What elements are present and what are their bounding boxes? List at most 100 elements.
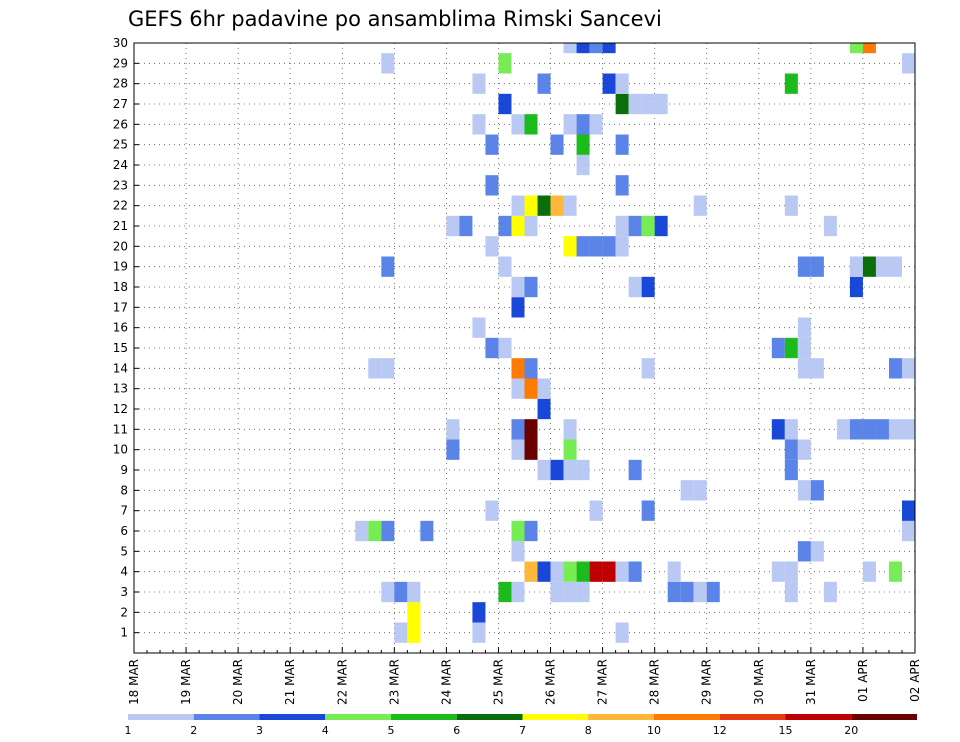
heatmap-cell: [810, 480, 824, 501]
y-tick-label: 14: [113, 361, 128, 375]
heatmap-cell: [615, 175, 629, 196]
colorbar-swatch: [128, 714, 194, 720]
heatmap-cell: [355, 520, 369, 542]
heatmap-cell: [511, 215, 525, 237]
heatmap-cell: [823, 581, 837, 603]
heatmap-cell: [641, 500, 655, 521]
colorbar-label: 2: [190, 724, 197, 737]
colorbar-swatch: [719, 714, 786, 720]
heatmap-cell: [862, 43, 876, 54]
colorbar-label: 10: [647, 724, 661, 737]
y-tick-label: 29: [113, 56, 128, 70]
heatmap-cell: [511, 358, 525, 379]
heatmap-cell: [706, 581, 720, 603]
heatmap-cell: [576, 581, 590, 603]
heatmap-cell: [589, 561, 603, 582]
colorbar-label: 3: [256, 724, 263, 737]
y-tick-label: 10: [113, 443, 128, 457]
heatmap-cell: [446, 439, 460, 460]
heatmap-cell: [394, 622, 408, 643]
heatmap-cell: [485, 337, 499, 359]
heatmap-cell: [784, 419, 798, 440]
x-tick-label: 18 MAR: [127, 659, 141, 705]
x-tick-label: 26 MAR: [544, 659, 558, 705]
heatmap-cell: [771, 419, 785, 440]
heatmap-cell: [485, 236, 499, 257]
heatmap-cell: [667, 561, 681, 582]
y-tick-label: 6: [120, 524, 128, 538]
heatmap-cell: [901, 520, 915, 542]
heatmap-cell: [628, 561, 642, 582]
y-tick-label: 5: [120, 544, 128, 558]
heatmap-cell: [615, 236, 629, 257]
heatmap-cell: [836, 419, 850, 440]
heatmap-cell: [524, 419, 538, 440]
heatmap-cell: [511, 297, 525, 318]
heatmap-cell: [784, 337, 798, 359]
colorbar-swatch: [259, 714, 326, 720]
y-tick-label: 2: [120, 605, 128, 619]
colorbar-label: 6: [453, 724, 460, 737]
y-tick-label: 19: [113, 260, 128, 274]
x-tick-label: 31 MAR: [804, 659, 818, 705]
y-tick-label: 21: [113, 219, 128, 233]
heatmap-cell: [576, 561, 590, 582]
heatmap-cell: [615, 561, 629, 582]
x-tick-label: 22 MAR: [335, 659, 349, 705]
heatmap-cell: [862, 419, 876, 440]
heatmap-cell: [771, 561, 785, 582]
y-tick-label: 30: [113, 36, 128, 50]
heatmap-cell: [511, 378, 525, 399]
colorbar-label: 20: [844, 724, 858, 737]
heatmap-cell: [563, 419, 577, 440]
colorbar-swatch: [391, 714, 457, 720]
heatmap-cell: [485, 175, 499, 196]
colorbar-label: 1: [125, 724, 132, 737]
x-tick-label: 19 MAR: [179, 659, 193, 705]
heatmap-cell: [797, 439, 811, 460]
x-tick-label: 23 MAR: [387, 659, 401, 705]
heatmap-cell: [381, 358, 395, 379]
heatmap-cell: [654, 215, 668, 237]
heatmap-cell: [628, 93, 642, 115]
heatmap-cell: [576, 134, 590, 155]
heatmap-cell: [472, 73, 486, 94]
y-tick-label: 8: [120, 483, 128, 497]
heatmap-cell: [849, 43, 863, 54]
heatmap-cell: [784, 581, 798, 603]
colorbar-swatch: [325, 714, 391, 720]
heatmap-cell: [810, 541, 824, 562]
heatmap-cell: [407, 622, 421, 643]
heatmap-cell: [875, 419, 889, 440]
heatmap-cell: [602, 43, 616, 54]
heatmap-cell: [641, 215, 655, 237]
y-tick-label: 26: [113, 117, 128, 131]
heatmap-cell: [563, 561, 577, 582]
colorbar-label: 15: [779, 724, 793, 737]
heatmap-cell: [537, 459, 551, 481]
y-tick-label: 15: [113, 341, 128, 355]
heatmap-cell: [381, 53, 395, 74]
heatmap-cell: [524, 114, 538, 135]
x-tick-label: 21 MAR: [283, 659, 297, 705]
colorbar-swatch: [785, 714, 852, 720]
heatmap-cell: [420, 520, 434, 542]
heatmap-cell: [797, 480, 811, 501]
heatmap-cell: [589, 114, 603, 135]
heatmap-cell: [524, 195, 538, 216]
heatmap-cell: [680, 581, 694, 603]
colorbar-label: 12: [713, 724, 727, 737]
y-tick-label: 18: [113, 280, 128, 294]
colorbar: 1 2 3 4 5 6 7 8 10 12 15 20: [125, 714, 917, 737]
heatmap-cell: [654, 93, 668, 115]
colorbar-swatch: [456, 714, 523, 720]
y-axis-ticks: 1234567891011121314151617181920212223242…: [113, 36, 139, 640]
heatmap-cell: [810, 256, 824, 277]
x-axis-ticks: 18 MAR 19 MAR 20 MAR 21 MAR 22 MAR 23 MAR 24 M…: [127, 647, 922, 705]
heatmap-cell: [888, 419, 902, 440]
heatmap-cell: [849, 276, 863, 298]
heatmap-cell: [511, 195, 525, 216]
heatmap-cell: [615, 215, 629, 237]
colorbar-swatch: [588, 714, 654, 720]
